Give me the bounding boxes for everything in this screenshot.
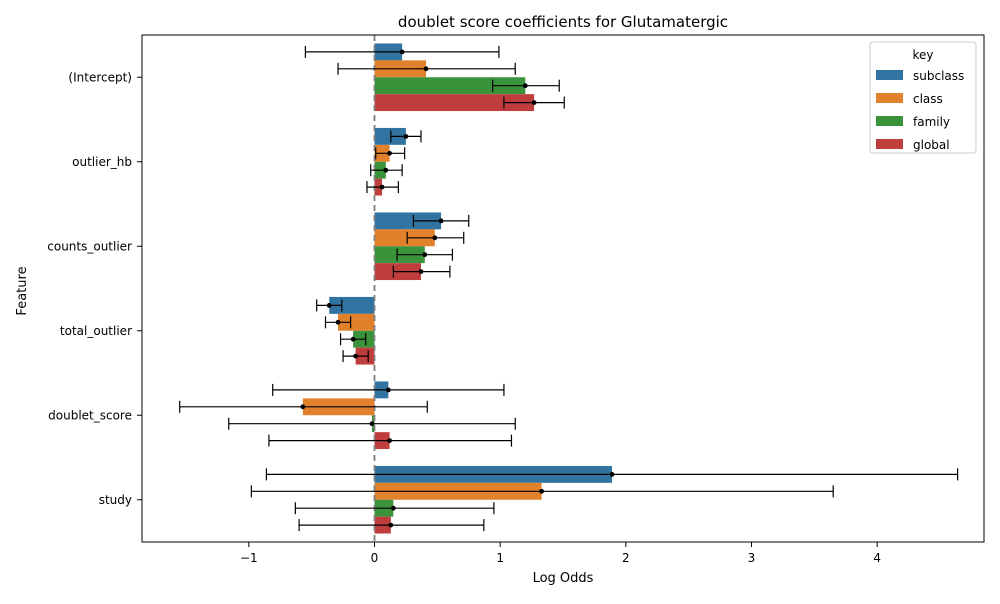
y-tick-label: study bbox=[99, 493, 132, 507]
point-estimate bbox=[438, 218, 444, 224]
x-tick-label: 4 bbox=[873, 551, 881, 565]
point-estimate bbox=[422, 252, 428, 258]
plot-area: −1 0 1 2 3 4 (Intercept) outlier_hb counts_outli… bbox=[47, 35, 959, 565]
x-tick-label: 2 bbox=[622, 551, 630, 565]
point-estimate bbox=[418, 269, 424, 274]
bar bbox=[374, 127, 406, 145]
point-estimate bbox=[387, 150, 392, 156]
point-estimate bbox=[403, 134, 409, 139]
bar bbox=[338, 313, 375, 331]
point-estimate bbox=[369, 421, 375, 427]
point-estimate bbox=[326, 303, 332, 308]
legend: key subclass class family global bbox=[869, 41, 977, 154]
legend-label: family bbox=[913, 115, 950, 129]
x-tick-label: 0 bbox=[371, 551, 379, 565]
legend-title: key bbox=[912, 48, 933, 62]
point-estimate bbox=[432, 235, 438, 241]
point-estimate bbox=[300, 404, 306, 410]
y-tick-label: doublet_score bbox=[48, 408, 132, 422]
point-estimate bbox=[385, 387, 391, 393]
x-tick-label: 3 bbox=[748, 551, 756, 565]
point-estimate bbox=[379, 184, 385, 190]
point-estimate bbox=[383, 167, 389, 173]
legend-swatch bbox=[876, 93, 903, 103]
axes-frame bbox=[141, 34, 985, 543]
bar bbox=[374, 229, 435, 247]
x-tick-label: 1 bbox=[496, 551, 504, 565]
x-tick-label: −1 bbox=[240, 551, 258, 565]
point-estimate bbox=[335, 319, 341, 325]
point-estimate bbox=[531, 100, 537, 105]
point-estimate bbox=[390, 505, 396, 511]
y-tick-label: counts_outlier bbox=[47, 239, 132, 253]
x-axis-label: Log Odds bbox=[533, 571, 594, 586]
y-tick-label: (Intercept) bbox=[68, 70, 132, 84]
point-estimate bbox=[399, 49, 405, 55]
legend-swatch bbox=[876, 70, 903, 80]
point-estimate bbox=[350, 336, 356, 342]
legend-swatch bbox=[876, 139, 903, 149]
legend-label: class bbox=[913, 92, 943, 106]
point-estimate bbox=[423, 66, 429, 72]
legend-label: global bbox=[913, 138, 950, 152]
point-estimate bbox=[388, 522, 394, 528]
y-axis-label: Feature bbox=[15, 266, 30, 315]
bar bbox=[374, 94, 535, 112]
point-estimate bbox=[539, 488, 545, 494]
bar bbox=[329, 296, 375, 314]
chart-title: doublet score coefficients for Glutamate… bbox=[398, 13, 728, 31]
y-tick-label: total_outlier bbox=[60, 324, 132, 338]
point-estimate bbox=[387, 438, 392, 443]
bar bbox=[374, 212, 442, 230]
point-estimate bbox=[609, 472, 615, 477]
legend-label: subclass bbox=[913, 69, 964, 83]
legend-swatch bbox=[876, 116, 903, 126]
y-tick-label: outlier_hb bbox=[72, 155, 132, 169]
point-estimate bbox=[353, 353, 359, 359]
point-estimate bbox=[522, 83, 528, 89]
bar bbox=[374, 77, 526, 95]
